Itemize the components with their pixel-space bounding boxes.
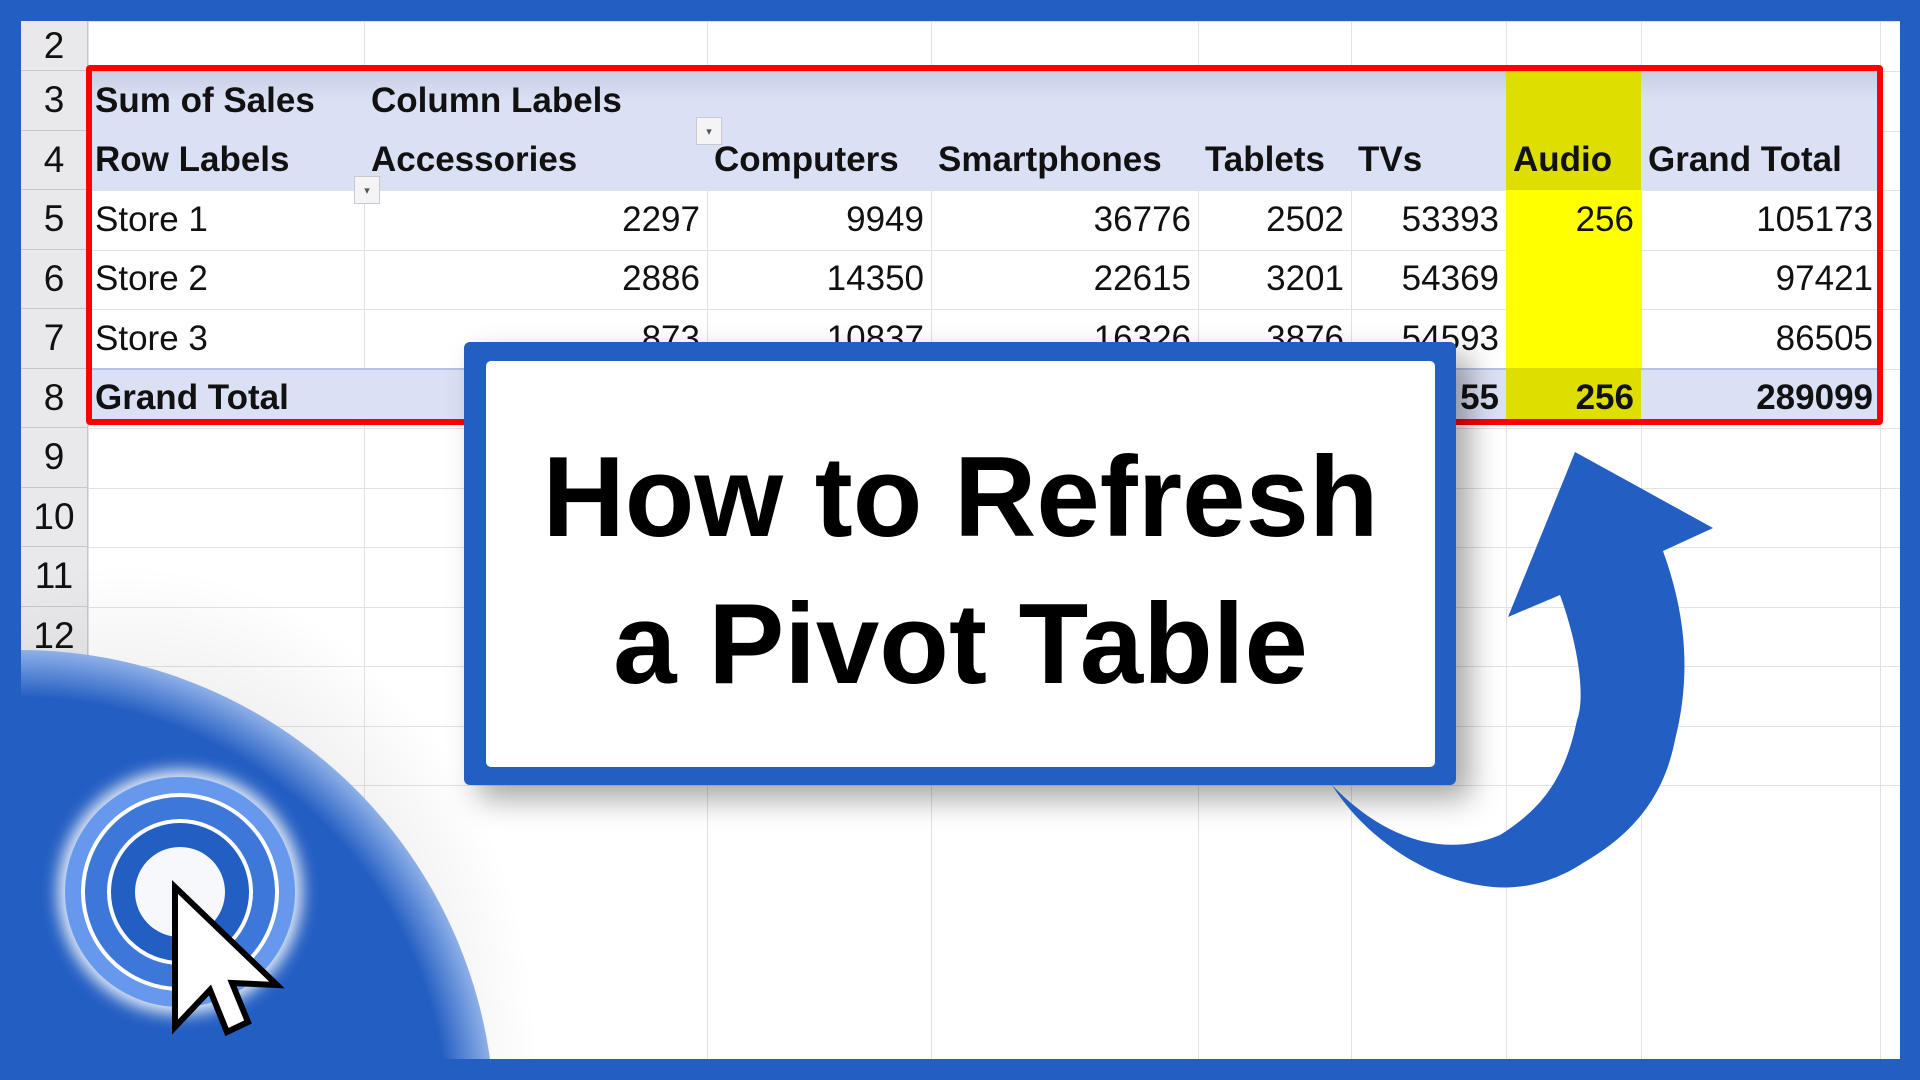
- column-header: Tablets: [1205, 139, 1325, 179]
- column-header: Smartphones: [938, 139, 1162, 179]
- value-cell: 2886: [622, 258, 700, 298]
- value-cell: 54369: [1401, 258, 1499, 298]
- value-cell: 2297: [622, 199, 700, 239]
- column-header: Grand Total: [1648, 139, 1842, 179]
- row-header[interactable]: 10: [21, 487, 88, 547]
- row-header[interactable]: 9: [21, 428, 88, 488]
- value-cell: 86505: [1775, 318, 1873, 358]
- grand-total-cell: 55: [1460, 377, 1499, 417]
- row-gridline: [88, 190, 1900, 191]
- row-labels-filter-dropdown[interactable]: ▾: [354, 176, 380, 204]
- row-gridline: [88, 309, 1900, 310]
- grand-total-label: Grand Total: [95, 377, 289, 417]
- row-header[interactable]: 2: [21, 21, 88, 71]
- row-label: Store 3: [95, 318, 208, 358]
- value-cell: 53393: [1401, 199, 1499, 239]
- column-gridline: [1506, 21, 1507, 1059]
- value-cell: 97421: [1775, 258, 1873, 298]
- column-gridline: [1880, 21, 1881, 1059]
- value-cell: 14350: [826, 258, 924, 298]
- value-cell: 256: [1575, 199, 1634, 239]
- row-header[interactable]: 5: [21, 190, 88, 250]
- row-gridline: [88, 249, 1900, 251]
- row-gridline: [88, 21, 1900, 22]
- audio-total-highlight: [1506, 368, 1641, 422]
- grand-total-cell: 289099: [1756, 377, 1873, 417]
- column-labels-filter-dropdown[interactable]: ▾: [696, 117, 722, 145]
- row-gridline: [88, 785, 1900, 786]
- pivot-table: Sum of Sales Column Labels Row Labels Acces…: [86, 65, 1883, 425]
- column-gridline: [88, 21, 89, 1059]
- column-labels-caption: Column Labels: [371, 80, 622, 120]
- column-header: Audio: [1513, 139, 1613, 179]
- value-cell: 105173: [1756, 199, 1873, 239]
- bottom-frame: [0, 1059, 1920, 1080]
- audio-column-header-highlight: [1506, 71, 1641, 190]
- value-cell: 22615: [1093, 258, 1191, 298]
- row-label: Store 1: [95, 199, 208, 239]
- title-line-2: a Pivot Table: [613, 581, 1308, 708]
- value-field-label: Sum of Sales: [95, 80, 315, 120]
- title-line-1: How to Refresh: [542, 434, 1379, 561]
- row-header[interactable]: 3: [21, 71, 88, 131]
- value-cell: 36776: [1093, 199, 1191, 239]
- row-header[interactable]: 7: [21, 309, 88, 369]
- column-header: Accessories: [371, 139, 578, 179]
- row-label: Store 2: [95, 258, 208, 298]
- value-cell: 3201: [1266, 258, 1344, 298]
- grand-total-cell: 256: [1575, 377, 1634, 417]
- title-card: How to Refresh a Pivot Table: [464, 342, 1456, 785]
- value-cell: 9949: [846, 199, 924, 239]
- row-labels-caption: Row Labels: [95, 139, 290, 179]
- column-header: Computers: [714, 139, 899, 179]
- cursor-icon: [172, 879, 285, 1037]
- row-header[interactable]: 11: [21, 547, 88, 607]
- audio-column-highlight: [1506, 190, 1641, 368]
- value-cell: 2502: [1266, 199, 1344, 239]
- row-header[interactable]: 6: [21, 249, 88, 309]
- column-gridline: [364, 21, 365, 1059]
- row-header[interactable]: 8: [21, 368, 88, 428]
- column-header: TVs: [1358, 139, 1423, 179]
